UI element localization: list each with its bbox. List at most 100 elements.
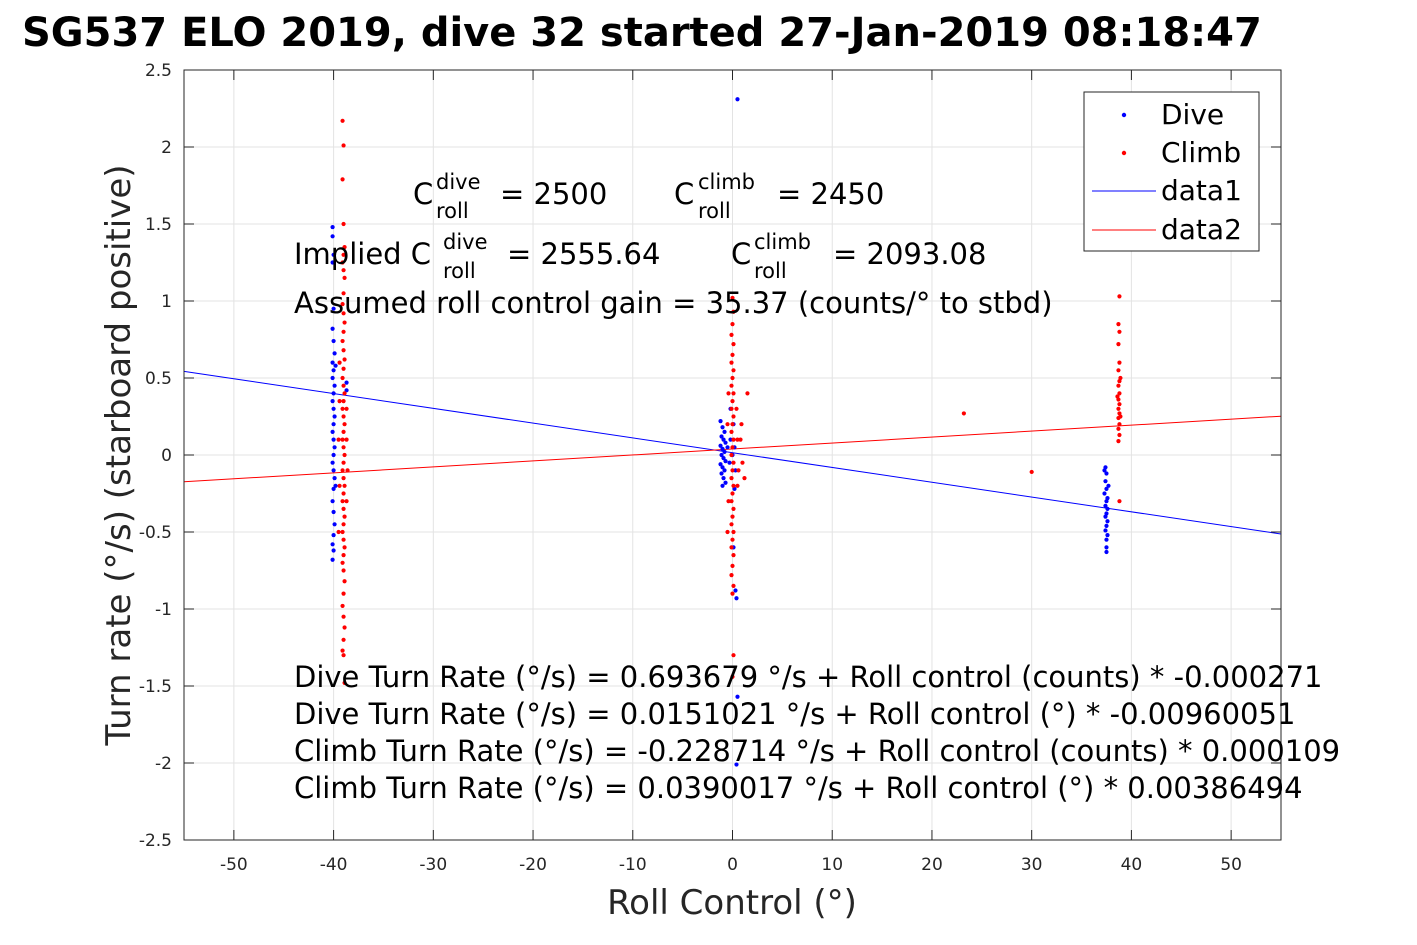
point-climb (730, 399, 735, 404)
point-climb (341, 399, 346, 404)
chart-title: SG537 ELO 2019, dive 32 started 27-Jan-2… (22, 10, 1262, 56)
point-climb (342, 680, 347, 686)
legend-label-data1: data1 (1161, 174, 1242, 207)
point-climb (730, 591, 735, 596)
c-letter: C (413, 177, 433, 211)
point-climb (336, 437, 341, 442)
point-dive (331, 391, 336, 396)
point-climb (731, 342, 736, 347)
superscript-climb: climb (698, 170, 755, 194)
legend-box (1083, 91, 1260, 252)
point-dive (727, 460, 732, 465)
point-dive (1102, 491, 1107, 496)
point-climb (745, 391, 750, 396)
point-dive (719, 452, 724, 458)
point-dive (721, 455, 726, 461)
point-climb (1116, 383, 1121, 388)
point-dive (330, 399, 335, 404)
point-dive (331, 468, 336, 473)
point-climb (340, 301, 345, 307)
point-climb (1117, 499, 1122, 504)
y-axis-label: Turn rate (°/s) (starboard positive) (99, 164, 139, 746)
point-climb (342, 514, 347, 519)
point-dive (720, 483, 725, 488)
point-climb (1116, 426, 1121, 431)
point-climb (342, 357, 347, 362)
point-climb (341, 537, 346, 542)
tick-marks (184, 69, 1281, 841)
point-dive (331, 486, 336, 491)
fit-equation-dive-degrees: Dive Turn Rate (°/s) = 0.0151021 °/s + R… (294, 697, 1295, 731)
gain-annotation: Assumed roll control gain = 35.37 (count… (294, 286, 1053, 320)
point-dive (332, 383, 337, 388)
point-climb (730, 422, 735, 427)
point-climb (729, 360, 734, 365)
point-climb (729, 332, 734, 337)
point-climb (342, 275, 347, 280)
point-climb (731, 414, 736, 419)
point-dive (1104, 486, 1109, 491)
superscript-climb: climb (754, 230, 811, 254)
point-climb (736, 468, 741, 473)
point-dive (1106, 483, 1111, 488)
point-climb (729, 406, 734, 411)
x-tick-label: -50 (220, 855, 248, 875)
c-roll-climb-value: = 2450 (777, 177, 884, 211)
point-dive (722, 468, 727, 473)
point-climb (341, 506, 346, 511)
point-climb (1118, 414, 1123, 419)
point-climb (341, 568, 346, 573)
point-climb (729, 545, 734, 550)
point-dive (331, 306, 336, 311)
point-climb (342, 452, 347, 458)
point-climb (731, 391, 736, 396)
legend-label-climb: Climb (1161, 136, 1241, 169)
point-climb (341, 653, 346, 658)
point-climb (341, 476, 346, 481)
point-climb (341, 553, 346, 558)
point-climb (1118, 375, 1123, 381)
point-dive (1105, 506, 1110, 511)
fit-line-data1 (183, 370, 1282, 535)
point-climb (341, 348, 346, 353)
subscript-roll: roll (443, 259, 476, 283)
point-climb (742, 476, 747, 481)
point-dive (722, 429, 727, 434)
point-climb (729, 522, 734, 527)
point-dive (332, 522, 337, 527)
point-dive (735, 97, 740, 102)
point-dive (331, 532, 336, 538)
legend: Dive Climb data1 data2 (1083, 91, 1260, 252)
point-climb (731, 483, 736, 488)
point-climb (1116, 368, 1121, 373)
x-tick-label: -20 (519, 855, 547, 875)
point-dive (733, 468, 738, 473)
point-dive (1102, 468, 1107, 473)
point-climb (340, 560, 345, 565)
x-tick-label: 50 (1220, 855, 1242, 875)
point-dive (721, 476, 726, 481)
point-climb (342, 245, 347, 250)
point-dive (331, 338, 336, 344)
c-letter: C (731, 237, 751, 271)
point-climb (730, 514, 735, 519)
point-climb (1029, 469, 1034, 475)
point-dive (735, 694, 740, 699)
point-climb (961, 411, 966, 416)
point-climb (725, 422, 730, 427)
point-dive (332, 414, 337, 419)
point-dive (330, 234, 335, 239)
y-tick-label: 0.5 (145, 369, 172, 389)
point-climb (731, 368, 736, 373)
y-tick-label: 0 (161, 446, 172, 466)
legend-marker-dive (1121, 112, 1127, 118)
point-dive (725, 445, 730, 450)
point-climb (341, 522, 346, 527)
point-dive (718, 443, 723, 448)
point-climb (730, 322, 735, 327)
point-climb (341, 252, 346, 257)
point-climb (729, 476, 734, 481)
x-tick-label: 20 (921, 855, 943, 875)
point-dive (718, 462, 723, 467)
